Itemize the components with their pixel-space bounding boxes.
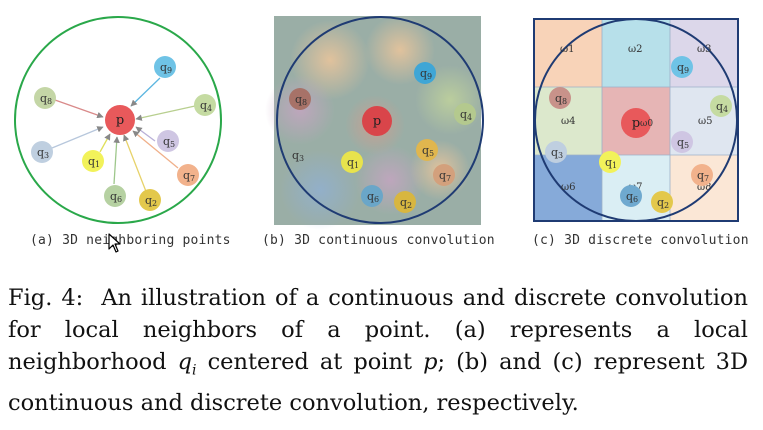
point-q1: q1 bbox=[341, 151, 363, 173]
figure-caption: Fig. 4: An illustration of a continuous … bbox=[8, 282, 748, 419]
caption-text-3: ; (b) and (c) represent 3D continuous an… bbox=[8, 349, 749, 416]
point-q6: q6 bbox=[620, 185, 642, 207]
svg-text:q3: q3 bbox=[292, 149, 304, 163]
point-q1: q1 bbox=[82, 150, 104, 172]
point-q3: q3 bbox=[292, 149, 304, 163]
svg-text:q1: q1 bbox=[88, 155, 100, 169]
point-q3: q3 bbox=[31, 141, 53, 163]
svg-text:q1: q1 bbox=[347, 156, 359, 170]
point-p: p ω0 bbox=[621, 108, 653, 138]
svg-text:q4: q4 bbox=[200, 99, 212, 113]
point-q4: q4 bbox=[194, 94, 216, 116]
svg-text:q2: q2 bbox=[145, 194, 157, 208]
point-q6: q6 bbox=[104, 185, 126, 207]
svg-text:q7: q7 bbox=[697, 169, 709, 183]
svg-text:q6: q6 bbox=[367, 190, 379, 204]
point-q8: q8 bbox=[549, 87, 571, 109]
point-q8: q8 bbox=[34, 87, 56, 109]
caption-math-p: p bbox=[423, 349, 438, 375]
caption-math-qi: qi bbox=[177, 349, 197, 379]
point-q3: q3 bbox=[545, 141, 567, 163]
svg-text:q3: q3 bbox=[37, 146, 49, 160]
svg-text:q4: q4 bbox=[460, 108, 472, 122]
subcaption-c: (c) 3D discrete convolution bbox=[532, 233, 749, 248]
point-q9: q9 bbox=[154, 56, 176, 78]
svg-text:q8: q8 bbox=[40, 92, 52, 106]
weight-w3: ω3 bbox=[697, 44, 712, 55]
point-q7: q7 bbox=[691, 164, 713, 186]
point-q2: q2 bbox=[651, 191, 673, 213]
weight-w0: ω0 bbox=[640, 119, 653, 129]
panel-b: p q9 q8 q4 q3 q5 q1 q7 q6 q2 bbox=[265, 15, 485, 230]
svg-text:p: p bbox=[373, 114, 381, 129]
point-q5: q5 bbox=[416, 139, 438, 161]
point-q4: q4 bbox=[454, 103, 476, 125]
point-q1: q1 bbox=[599, 151, 621, 173]
panel-c: ω1 ω2 ω3 ω4 ω5 ω6 ω7 ω8 pω0 q9 q8 q4 q5 … bbox=[533, 18, 739, 222]
weight-w8: ω8 bbox=[697, 182, 712, 193]
svg-text:q2: q2 bbox=[657, 196, 669, 210]
svg-text:q7: q7 bbox=[439, 169, 451, 183]
caption-label: Fig. 4: bbox=[8, 285, 84, 311]
subcaption-b: (b) 3D continuous convolution bbox=[262, 233, 495, 248]
svg-text:q8: q8 bbox=[295, 93, 307, 107]
weight-w5: ω5 bbox=[698, 116, 713, 127]
point-q4: q4 bbox=[710, 95, 732, 117]
svg-text:q9: q9 bbox=[677, 61, 689, 75]
neighborhood-circle bbox=[534, 18, 738, 222]
svg-text:q3: q3 bbox=[551, 146, 563, 160]
point-q9: q9 bbox=[414, 62, 436, 84]
svg-text:q2: q2 bbox=[400, 196, 412, 210]
point-q8: q8 bbox=[289, 88, 311, 110]
svg-text:q1: q1 bbox=[605, 156, 617, 170]
weight-w1: ω1 bbox=[560, 44, 575, 55]
svg-text:q5: q5 bbox=[422, 144, 434, 158]
point-q6: q6 bbox=[361, 185, 383, 207]
point-p: p bbox=[362, 106, 392, 136]
neighborhood-circle bbox=[276, 16, 484, 224]
point-q2: q2 bbox=[139, 189, 161, 211]
point-q9: q9 bbox=[671, 56, 693, 78]
point-p: p bbox=[105, 105, 135, 135]
weight-w6: ω6 bbox=[561, 182, 576, 193]
svg-text:q6: q6 bbox=[626, 190, 638, 204]
weight-w2: ω2 bbox=[628, 44, 643, 55]
point-q5: q5 bbox=[671, 131, 693, 153]
svg-text:p: p bbox=[632, 116, 640, 131]
svg-text:q8: q8 bbox=[555, 92, 567, 106]
caption-text-2: centered at point bbox=[207, 349, 413, 375]
svg-text:q6: q6 bbox=[110, 190, 122, 204]
subcaption-a: (a) 3D neighboring points bbox=[30, 233, 231, 248]
weight-w4: ω4 bbox=[561, 116, 576, 127]
svg-text:q9: q9 bbox=[160, 61, 172, 75]
figure-panels: p q9 q8 q4 q5 q3 q1 q7 q6 q2 p q9 q8 q4 … bbox=[14, 15, 739, 230]
svg-text:p: p bbox=[116, 113, 124, 128]
svg-text:q5: q5 bbox=[677, 136, 689, 150]
panel-a: p q9 q8 q4 q5 q3 q1 q7 q6 q2 bbox=[14, 16, 222, 224]
svg-text:q5: q5 bbox=[163, 135, 175, 149]
point-q7: q7 bbox=[433, 164, 455, 186]
svg-text:q7: q7 bbox=[183, 169, 195, 183]
svg-text:q9: q9 bbox=[420, 67, 432, 81]
point-q2: q2 bbox=[394, 191, 416, 213]
mouse-cursor-icon bbox=[108, 233, 121, 253]
svg-text:q4: q4 bbox=[716, 100, 728, 114]
point-q7: q7 bbox=[177, 164, 199, 186]
caption-text-1: An illustration of a continuous and disc… bbox=[8, 285, 748, 375]
point-q5: q5 bbox=[157, 130, 179, 152]
